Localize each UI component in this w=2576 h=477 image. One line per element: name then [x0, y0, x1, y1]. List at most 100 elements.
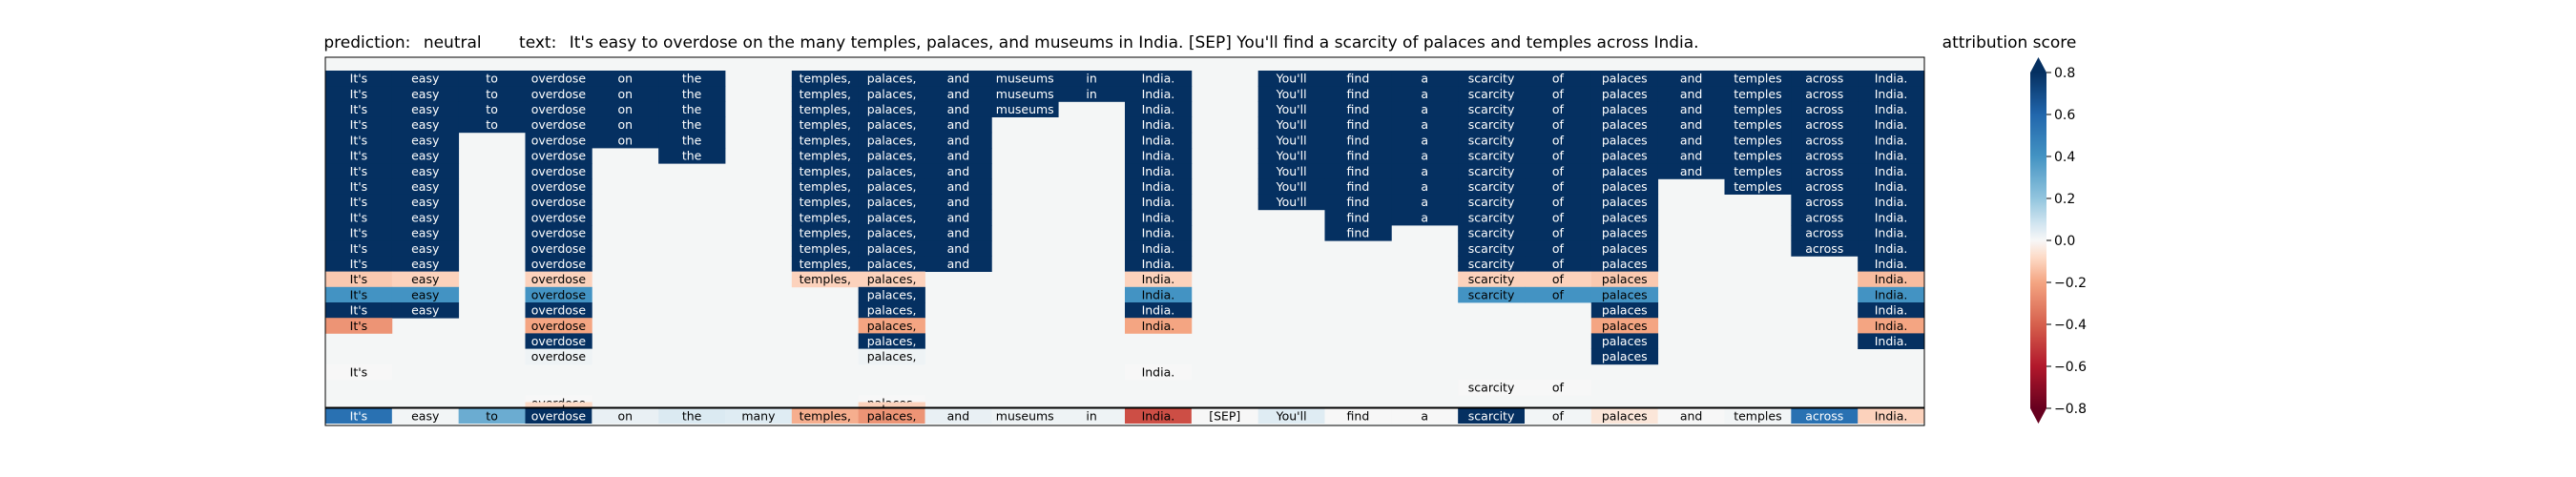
heatmap-cell-label: It's [350, 195, 368, 209]
heatmap-cell-rect [791, 148, 860, 164]
heatmap-cell-rect [1657, 71, 1725, 87]
heatmap-cell-label: palaces, [867, 87, 917, 101]
heatmap-cell-label: India. [1142, 226, 1175, 240]
heatmap-cell: find [1324, 101, 1392, 117]
heatmap-cell: palaces [1590, 148, 1659, 164]
heatmap-cell: overdose [525, 256, 592, 272]
summary-cell: on [592, 408, 659, 424]
heatmap-cell-label: You'll [1276, 133, 1307, 147]
heatmap-cell-label: easy [411, 149, 440, 163]
heatmap-cell: across [1791, 240, 1859, 257]
heatmap-cell-rect [325, 178, 393, 195]
heatmap-cell: It's [325, 178, 393, 195]
summary-cell-rect [658, 408, 726, 424]
heatmap-cell-label: and [947, 87, 970, 101]
heatmap-cell-rect [1590, 256, 1659, 272]
heatmap-cell: a [1391, 209, 1459, 226]
summary-cell-rect [1391, 408, 1459, 424]
summary-cell-rect [525, 408, 592, 424]
heatmap-cell-label: India. [1142, 195, 1175, 209]
heatmap-cell-label: overdose [531, 102, 587, 116]
heatmap: It's easy to overdose on the temples, palaces, a… [324, 56, 1925, 426]
heatmap-cell-rect [1257, 71, 1325, 87]
heatmap-cell-rect [791, 240, 860, 257]
heatmap-cell-label: and [1680, 164, 1703, 178]
heatmap-cell-label: a [1421, 117, 1428, 132]
colorbar-label: attribution score [1942, 33, 2077, 52]
summary-cell-rect [1590, 408, 1659, 424]
heatmap-cell-label: India. [1875, 133, 1908, 147]
heatmap-cell-rect [858, 86, 925, 102]
heatmap-cell-rect [1458, 163, 1526, 179]
heatmap-cell-label: palaces [1602, 72, 1648, 86]
heatmap-cell-rect [391, 240, 460, 257]
heatmap-cell: easy [391, 116, 460, 134]
heatmap-cell: the [658, 132, 726, 149]
heatmap-cell-rect [525, 148, 592, 164]
heatmap-cell-label: palaces [1602, 272, 1648, 286]
heatmap-cell-label: temples, [800, 102, 851, 116]
heatmap-cell: temples, [791, 116, 860, 134]
heatmap-cell-label: overdose [531, 117, 587, 132]
heatmap-cell-rect [1458, 101, 1526, 117]
heatmap-cell-rect [1590, 116, 1659, 134]
heatmap-cell-label: You'll [1276, 149, 1307, 163]
heatmap-cell: find [1324, 209, 1392, 226]
colorbar-tick-label: −0.2 [2054, 276, 2087, 291]
heatmap-cell: palaces [1590, 209, 1659, 226]
heatmap-cell-rect [1391, 101, 1459, 117]
colorbar-extend-bottom [2030, 408, 2046, 424]
heatmap-cell: across [1791, 116, 1859, 134]
heatmap-cell: India. [1125, 163, 1193, 179]
heatmap-cell-rect [325, 225, 393, 241]
heatmap-cell-rect [1125, 318, 1193, 334]
heatmap-cell-rect [1458, 209, 1526, 226]
summary-cell-label: scarcity [1468, 409, 1515, 424]
heatmap-cell-label: palaces [1602, 257, 1648, 271]
heatmap-cell-rect [1458, 178, 1526, 195]
heatmap-cell-label: You'll [1276, 117, 1307, 132]
heatmap-cell-rect [1525, 380, 1592, 396]
heatmap-cell-rect [525, 163, 592, 179]
heatmap-cell: India. [1125, 86, 1193, 102]
heatmap-cell-label: and [1680, 133, 1703, 147]
heatmap-cell: in [1058, 86, 1126, 102]
heatmap-cell-rect [858, 101, 925, 117]
heatmap-cell-rect [1858, 333, 1925, 349]
heatmap-cell-label: scarcity [1468, 241, 1515, 256]
heatmap-cell: scarcity [1458, 101, 1526, 117]
heatmap-cell-rect [1125, 71, 1193, 87]
heatmap-cell-label: the [682, 133, 702, 147]
heatmap-cell-label: It's [350, 319, 368, 333]
heatmap-cell-label: India. [1142, 133, 1175, 147]
heatmap-cell-rect [1458, 240, 1526, 257]
heatmap-cell-label: and [1680, 72, 1703, 86]
heatmap-cell-label: a [1421, 149, 1428, 163]
heatmap-cell-rect [592, 116, 659, 134]
heatmap-cell-label: scarcity [1468, 133, 1515, 147]
heatmap-cell: palaces [1590, 225, 1659, 241]
heatmap-cell-label: a [1421, 195, 1428, 209]
heatmap-cell: of [1525, 178, 1592, 195]
heatmap-cell-label: find [1347, 72, 1370, 86]
heatmap-cell: temples [1724, 86, 1792, 102]
heatmap-cell: palaces [1590, 86, 1659, 102]
summary-cell: many [725, 408, 793, 424]
heatmap-cell-label: easy [411, 72, 440, 86]
heatmap-cell: and [924, 178, 992, 195]
heatmap-cell-label: easy [411, 272, 440, 286]
heatmap-cell: a [1391, 71, 1459, 87]
heatmap-cell: scarcity [1458, 209, 1526, 226]
heatmap-cell-rect [391, 86, 460, 102]
heatmap-cell-rect [1525, 194, 1592, 211]
heatmap-cell-label: You'll [1276, 87, 1307, 101]
heatmap-cell-label: palaces [1602, 210, 1648, 224]
heatmap-cell: across [1791, 101, 1859, 117]
heatmap-cell-label: overdose [531, 87, 587, 101]
heatmap-cell-label: palaces, [867, 349, 917, 363]
heatmap-cell-rect [1125, 86, 1193, 102]
heatmap-cell-rect [391, 256, 460, 272]
heatmap-cell-rect [1391, 71, 1459, 87]
heatmap-cell: overdose [525, 132, 592, 149]
heatmap-cell-rect [525, 209, 592, 226]
